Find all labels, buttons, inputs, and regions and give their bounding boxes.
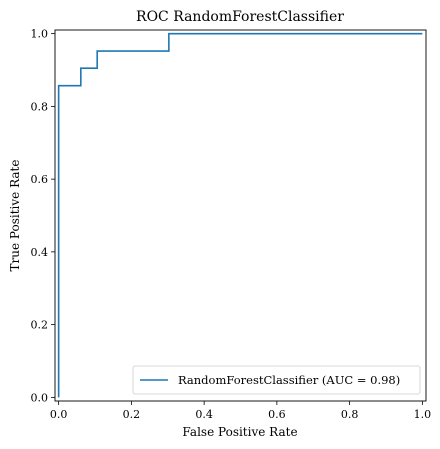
legend: RandomForestClassifier (AUC = 0.98): [132, 365, 421, 395]
x-tick-label: 0.4: [195, 408, 213, 421]
y-axis-ticks: 0.0 0.2 0.4 0.6 0.8 1.0: [31, 28, 55, 404]
x-tick-label: 0.2: [123, 408, 141, 421]
x-tick-label: 0.8: [341, 408, 359, 421]
x-tick-label: 1.0: [414, 408, 432, 421]
y-tick-label: 1.0: [31, 28, 49, 41]
y-tick-label: 0.2: [31, 319, 49, 332]
x-tick-label: 0.0: [50, 408, 68, 421]
chart-title: ROC RandomForestClassifier: [136, 9, 344, 25]
series-group: [57, 32, 423, 398]
x-axis-label: False Positive Rate: [182, 425, 297, 439]
y-tick-label: 0.8: [31, 100, 49, 113]
plot-area: [54, 29, 427, 402]
legend-label: RandomForestClassifier (AUC = 0.98): [178, 373, 400, 387]
y-tick-label: 0.4: [31, 246, 49, 259]
x-axis-ticks: 0.0 0.2 0.4 0.6 0.8 1.0: [50, 401, 431, 421]
y-axis-label: True Positive Rate: [8, 160, 22, 272]
legend-box: [132, 365, 421, 395]
x-tick-label: 0.6: [268, 408, 286, 421]
roc-curve-line: [57, 32, 423, 398]
y-tick-label: 0.6: [31, 173, 49, 186]
y-tick-label: 0.0: [31, 391, 49, 404]
